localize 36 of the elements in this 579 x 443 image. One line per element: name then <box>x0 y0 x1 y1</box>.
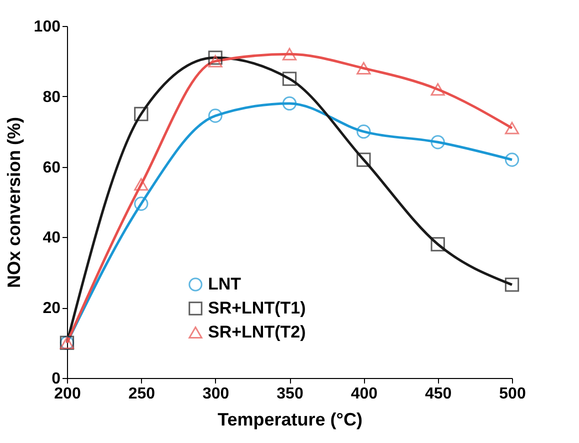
x-tick-label: 250 <box>128 386 156 402</box>
point <box>504 152 520 167</box>
point <box>430 135 445 150</box>
legend-label: SR+LNT(T1) <box>208 298 306 318</box>
x-tick-label: 200 <box>54 386 81 402</box>
x-tick-label: 450 <box>424 386 452 402</box>
point <box>504 122 520 134</box>
x-tick-label: 500 <box>499 386 526 402</box>
y-tick-label: 80 <box>42 88 61 106</box>
y-tick-label: 0 <box>52 370 61 388</box>
point <box>208 108 222 123</box>
point <box>356 62 371 74</box>
x-axis-title: Temperature (°C) <box>218 410 362 430</box>
y-axis-title: NOx conversion (%) <box>4 116 24 288</box>
point <box>356 124 371 139</box>
legend-label: SR+LNT(T2) <box>208 322 306 342</box>
point <box>208 50 222 65</box>
point <box>134 196 148 211</box>
point <box>134 178 148 191</box>
x-tick-label: 300 <box>202 386 230 402</box>
point <box>430 237 445 252</box>
x-tick-label: 400 <box>350 386 378 402</box>
y-tick-label: 100 <box>34 18 61 36</box>
y-tick-label: 60 <box>42 159 61 176</box>
point <box>208 54 222 68</box>
point <box>430 83 445 96</box>
y-tick-label: 40 <box>42 230 61 247</box>
point <box>504 278 520 292</box>
point <box>356 152 371 167</box>
x-tick-label: 350 <box>276 386 304 402</box>
legend-label: LNT <box>208 274 242 294</box>
point <box>282 96 297 111</box>
point <box>282 72 297 86</box>
y-tick-label: 20 <box>42 300 61 318</box>
point <box>134 106 148 122</box>
point <box>282 48 297 60</box>
